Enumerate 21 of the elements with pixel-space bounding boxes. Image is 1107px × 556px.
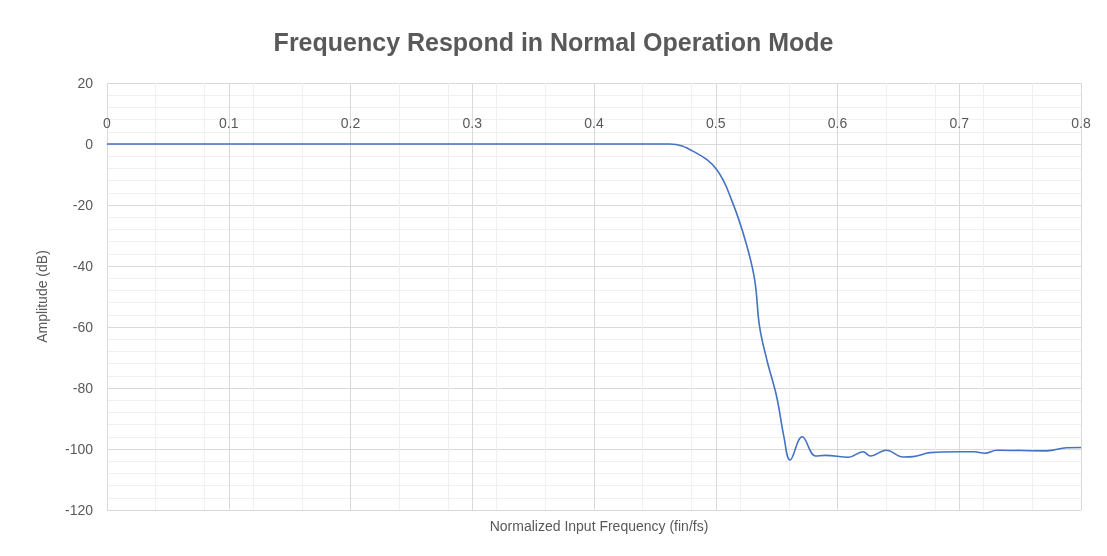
y-axis-title: Amplitude (dB)	[34, 250, 50, 343]
y-tick-label: -60	[72, 319, 94, 335]
x-tick-label: 0.8	[1071, 115, 1091, 131]
x-tick-label: 0.7	[949, 115, 970, 131]
y-tick-label: -20	[72, 197, 94, 213]
x-tick-label: 0.5	[706, 115, 726, 131]
y-tick-label: -40	[72, 258, 94, 274]
line-series	[106, 143, 1082, 461]
x-axis-title: Normalized Input Frequency (fin/fs)	[489, 518, 709, 534]
y-tick-label: 0	[85, 136, 94, 152]
x-tick-label: 0.3	[462, 115, 483, 131]
x-tick-label: 0.2	[340, 115, 361, 131]
y-tick-label: -100	[64, 441, 94, 457]
x-tick-label: 0.1	[219, 115, 239, 131]
x-tick-label: 0.4	[584, 115, 604, 131]
y-tick-label: -80	[72, 380, 94, 396]
x-tick-label: 0.6	[827, 115, 848, 131]
chart-title: Frequency Respond in Normal Operation Mode	[273, 27, 834, 56]
y-tick-label: -120	[64, 502, 94, 518]
x-tick-label: 0	[103, 115, 112, 131]
y-tick-label: 20	[77, 75, 94, 91]
